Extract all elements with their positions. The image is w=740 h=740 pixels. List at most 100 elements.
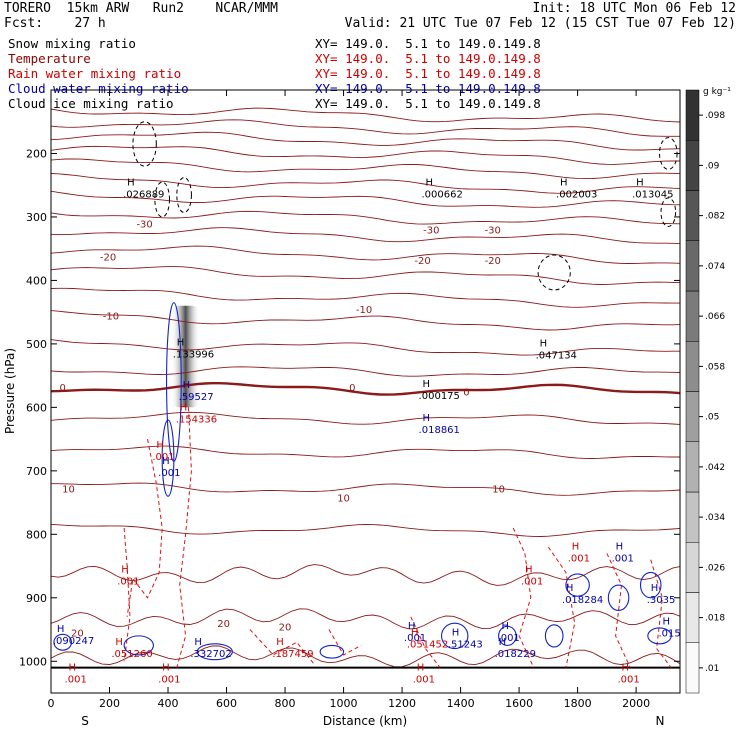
valid-time: Valid: 21 UTC Tue 07 Feb 12 (15 CST Tue … xyxy=(344,16,736,31)
isotherm-line xyxy=(51,411,680,425)
maximum-marker: H xyxy=(408,621,416,632)
isotherm-line xyxy=(51,119,680,137)
isotherm-label: -20 xyxy=(414,256,430,267)
isotherm-line xyxy=(51,339,680,356)
colorbar-segment xyxy=(685,542,700,593)
rain-water-contour xyxy=(650,559,672,668)
x-tick-label: 400 xyxy=(158,697,179,710)
isotherm-line xyxy=(51,158,680,180)
y-tick-label: 300 xyxy=(26,211,47,224)
y-tick-label: 700 xyxy=(26,465,47,478)
colorbar-segment xyxy=(685,341,700,392)
colorbar-segment xyxy=(685,592,700,643)
isotherm-label: -30 xyxy=(485,226,501,237)
isotherm-line xyxy=(51,245,680,264)
colorbar-tick-label: .074 xyxy=(705,262,725,272)
x-tick-label: 1200 xyxy=(388,697,416,710)
colorbar-tick-label: .026 xyxy=(705,563,725,573)
colorbar: .01 .018 .026 .034 .042 .05 .058 .066 .074 .082 .0… xyxy=(685,89,725,694)
x-tick-label: 1000 xyxy=(330,697,358,710)
maximum-marker: H xyxy=(636,177,644,188)
maximum-value: .332702 xyxy=(190,649,231,660)
x-axis-label: Distance (km) xyxy=(323,714,407,728)
colorbar-tick-label: .098 xyxy=(705,111,725,121)
isotherm-line xyxy=(51,190,680,208)
legend-xy-cloud-water: XY= 149.0. 5.1 to 149.0.149.8 xyxy=(315,81,541,96)
maximum-marker: H xyxy=(621,662,629,673)
x-tick-label: 800 xyxy=(275,697,296,710)
colorbar-tick-label: .034 xyxy=(705,513,725,523)
maximum-value: .018861 xyxy=(419,425,460,436)
rain-water-contour xyxy=(606,553,631,668)
maximum-value: .051452 xyxy=(407,639,448,650)
y-axis-label: Pressure (hPa) xyxy=(3,348,17,434)
legend-xy-cloud-ice: XY= 149.0. 5.1 to 149.0.149.8 xyxy=(315,96,541,111)
colorbar-tick-label: .09 xyxy=(705,161,720,171)
x-tick-label: 600 xyxy=(216,697,237,710)
isotherm-line xyxy=(51,523,680,537)
maximum-value: .154336 xyxy=(176,415,217,426)
rain-water-contour xyxy=(410,616,441,668)
isotherm-label: 20 xyxy=(217,619,230,630)
maximum-marker: H xyxy=(417,662,425,673)
isotherm-label: 10 xyxy=(337,494,350,505)
maximum-value: .018284 xyxy=(562,595,603,606)
maximum-marker: H xyxy=(69,662,77,673)
maximum-value: .001 xyxy=(617,674,639,685)
maximum-value: .013045 xyxy=(632,189,673,200)
maximum-marker: H xyxy=(127,177,135,188)
axes: 0 200 400 600 800 1000 1200 1400 1600 1800 2000200… xyxy=(19,90,680,710)
maximum-marker: H xyxy=(662,617,670,628)
colorbar-tick-label: .082 xyxy=(705,212,725,222)
maximum-marker: H xyxy=(525,565,533,576)
maximum-marker: H xyxy=(651,583,659,594)
isotherm-label: -10 xyxy=(103,311,119,322)
legend-label-rain: Rain water mixing ratio xyxy=(8,66,182,81)
cloud-ice-contour xyxy=(660,197,677,227)
legend-label-temperature: Temperature xyxy=(8,51,91,66)
maximum-value: .002003 xyxy=(556,189,597,200)
maximum-value: .026889 xyxy=(123,189,164,200)
maximum-marker: H xyxy=(276,637,284,648)
maximum-marker: H xyxy=(115,637,123,648)
isotherm-label: -30 xyxy=(136,219,152,230)
maximum-value: .001 xyxy=(568,554,590,565)
isotherm-line xyxy=(51,482,680,496)
rain-water-contour xyxy=(126,439,163,617)
x-endpoint-south: S xyxy=(81,714,89,728)
cloud-ice-contour xyxy=(176,177,192,214)
x-tick-label: 1400 xyxy=(447,697,475,710)
rain-water-contour xyxy=(249,629,315,665)
cloud-water-contour xyxy=(53,633,73,651)
isotherm-label: 10 xyxy=(492,485,505,496)
rain-water-contour xyxy=(123,527,131,662)
plot-area: -30 -30 -30 -20 -20 -20 -10 -10 0 0 0 10 10 10 20 20 20 H… xyxy=(51,107,680,685)
isotherm-line xyxy=(51,366,680,377)
cloud-water-contour xyxy=(196,643,233,661)
colorbar-segment xyxy=(685,642,700,694)
maximum-marker: H xyxy=(502,621,510,632)
cloud-ice-contour xyxy=(132,121,157,167)
isotherm-line xyxy=(51,645,680,668)
maximum-marker: H xyxy=(572,542,580,553)
legend-label-cloud-ice: Cloud ice mixing ratio xyxy=(8,96,174,111)
isotherm-label: 0 xyxy=(60,383,66,394)
cloud-ice-contour xyxy=(154,181,170,218)
x-endpoint-north: N xyxy=(656,714,665,728)
maximum-marker: H xyxy=(57,624,65,635)
maximum-marker: H xyxy=(411,627,419,638)
colorbar-tick-label: .05 xyxy=(705,413,719,423)
x-tick-label: 200 xyxy=(99,697,120,710)
y-tick-label: 400 xyxy=(26,274,47,287)
maximum-value: .018229 xyxy=(495,649,536,660)
y-tick-label: 200 xyxy=(26,147,47,160)
cloud-water-contour xyxy=(544,624,564,648)
maximum-value: .001 xyxy=(404,633,426,644)
isotherm-line xyxy=(51,145,680,165)
x-tick-label: 1600 xyxy=(505,697,533,710)
maximum-marker: H xyxy=(423,413,431,424)
maximum-marker: H xyxy=(616,542,624,553)
y-tick-label: 900 xyxy=(26,592,47,605)
maximum-marker: H xyxy=(423,379,431,390)
